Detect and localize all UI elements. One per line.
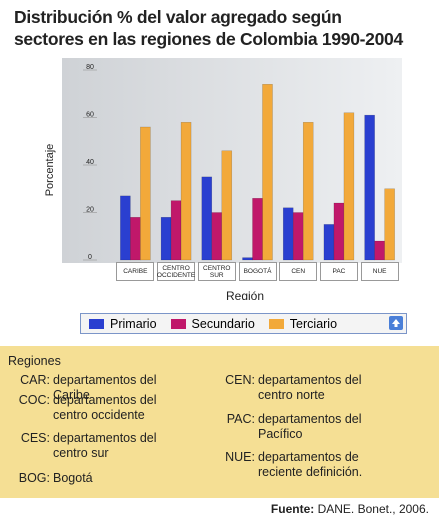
x-tick-label: BOGOTÁ bbox=[238, 262, 277, 281]
y-axis-label: Porcentaje bbox=[44, 144, 56, 197]
bar bbox=[292, 212, 304, 261]
bar bbox=[242, 257, 253, 261]
bar bbox=[262, 84, 273, 261]
legend-item: Terciario bbox=[268, 316, 338, 331]
region-code: CEN: bbox=[225, 373, 255, 387]
y-tick-label: 0 bbox=[88, 254, 92, 261]
bar bbox=[211, 212, 223, 261]
legend-label: Secundario bbox=[191, 316, 255, 331]
x-axis-label: Región bbox=[226, 289, 264, 300]
y-tick-label: 80 bbox=[86, 64, 94, 71]
legend-swatch bbox=[170, 318, 186, 329]
region-item: CEN: departamentos del centro norte bbox=[205, 373, 398, 403]
region-item: PAC: departamentos del Pacífico bbox=[205, 412, 398, 442]
region-item: COC: departamentos del centro occidente bbox=[0, 393, 193, 423]
bar bbox=[343, 112, 355, 261]
region-code: CAR: bbox=[20, 373, 50, 387]
region-text: departamentos de reciente definición. bbox=[258, 450, 363, 479]
region-text: departamentos del centro norte bbox=[258, 373, 362, 402]
source-label: Fuente: bbox=[270, 502, 315, 516]
legend-item: Primario bbox=[89, 317, 157, 331]
y-tick-label: 60 bbox=[86, 111, 94, 118]
legend-swatch bbox=[268, 318, 284, 329]
region-item: CAR: departamentos del Caribe bbox=[0, 373, 193, 403]
bar bbox=[323, 224, 335, 261]
bar bbox=[201, 176, 213, 261]
chart: Porcentaje Región 0 20 40 60 80 bbox=[44, 58, 402, 300]
bar bbox=[252, 198, 263, 261]
region-text: departamentos del centro sur bbox=[53, 431, 157, 460]
legend-label: Primario bbox=[110, 316, 157, 331]
region-text: departamentos del centro occidente bbox=[53, 393, 157, 422]
legend-item: Secundario bbox=[170, 316, 255, 331]
region-code: COC: bbox=[18, 393, 50, 407]
bar bbox=[160, 217, 172, 261]
x-tick-label: CEN bbox=[279, 262, 318, 281]
bar bbox=[120, 195, 131, 261]
notes-heading: Regiones bbox=[8, 354, 61, 368]
bar bbox=[364, 114, 375, 261]
region-text: departamentos del Caribe bbox=[53, 373, 157, 402]
bar bbox=[180, 122, 192, 261]
bar bbox=[170, 200, 182, 261]
region-item: NUE: departamentos de reciente definición… bbox=[205, 450, 398, 480]
x-tick-label: NUE bbox=[360, 262, 399, 281]
bar bbox=[221, 150, 233, 261]
legend-swatch bbox=[89, 318, 104, 329]
region-code: CES: bbox=[20, 431, 50, 445]
region-code: NUE: bbox=[225, 450, 255, 464]
x-tick-label: PAC bbox=[319, 262, 358, 281]
region-item: CES: departamentos del centro sur bbox=[0, 431, 193, 461]
bar bbox=[282, 207, 294, 261]
region-code: BOG: bbox=[18, 471, 50, 485]
source-text: DANE. Bonet., 2006. bbox=[317, 502, 429, 516]
source: Fuente: DANE. Bonet., 2006. bbox=[271, 502, 429, 516]
bar bbox=[333, 202, 345, 261]
y-tick-label: 20 bbox=[86, 206, 94, 213]
scroll-icon[interactable] bbox=[389, 316, 403, 330]
bar bbox=[140, 126, 151, 261]
bar bbox=[130, 217, 141, 261]
x-tick-label: CARIBE bbox=[116, 262, 155, 281]
legend: Primario Secundario Terciario bbox=[80, 313, 407, 334]
region-text: departamentos del Pacífico bbox=[258, 412, 362, 441]
region-item: BOG: Bogotá bbox=[0, 471, 193, 486]
x-tick-label: CENTRO SUR bbox=[197, 262, 236, 281]
x-tick-label: CENTRO OCCIDENTE bbox=[157, 262, 195, 281]
y-tick-label: 40 bbox=[86, 159, 94, 166]
legend-label: Terciario bbox=[289, 316, 338, 331]
bar bbox=[384, 188, 395, 261]
bar bbox=[302, 122, 314, 261]
notes-box: Regiones CAR: departamentos del Caribe COC… bbox=[0, 346, 439, 498]
region-code: PAC: bbox=[226, 412, 255, 426]
bar bbox=[374, 240, 385, 261]
region-text: Bogotá bbox=[53, 471, 93, 485]
chart-title: Distribución % del valor agregado según … bbox=[14, 7, 403, 49]
